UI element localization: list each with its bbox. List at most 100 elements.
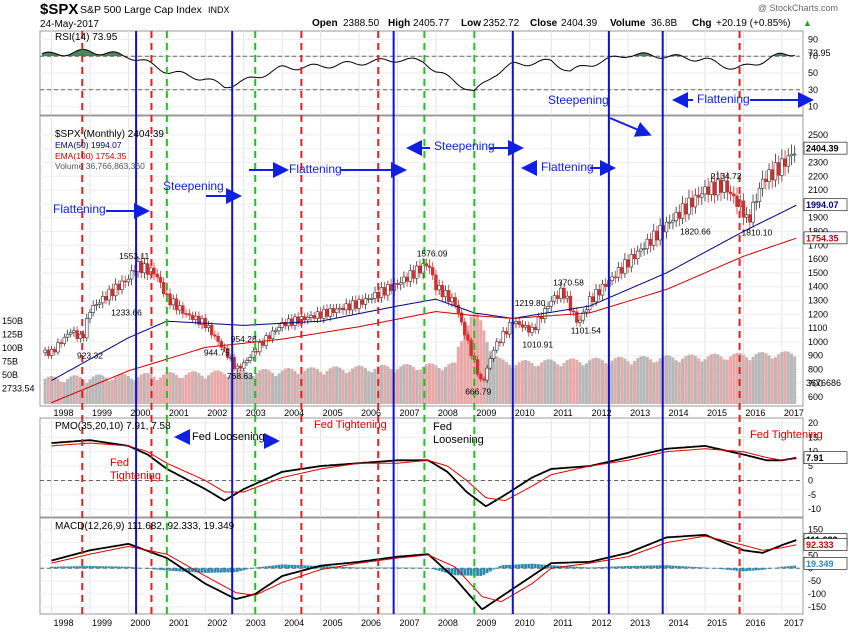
candle-body bbox=[595, 289, 598, 301]
macd-histogram-bar bbox=[521, 564, 524, 568]
candle-body bbox=[694, 195, 697, 207]
candle-body bbox=[758, 188, 761, 201]
volume-bar bbox=[354, 366, 357, 404]
candle-body bbox=[515, 321, 518, 323]
volume-bar bbox=[582, 365, 585, 404]
candle-body bbox=[156, 274, 159, 277]
x-tick-label: 2003 bbox=[246, 408, 266, 418]
macd-histogram-bar bbox=[262, 567, 265, 569]
macd-histogram-bar bbox=[505, 565, 508, 568]
x-tick-label: 2010 bbox=[515, 408, 535, 418]
candle-body bbox=[550, 301, 553, 306]
macd-histogram-bar bbox=[82, 566, 85, 568]
volume-bar bbox=[575, 360, 578, 404]
candle-body bbox=[210, 325, 213, 335]
volume-bar bbox=[380, 365, 383, 404]
candle-body bbox=[220, 341, 223, 347]
volume-bar bbox=[540, 362, 543, 404]
macd-title: MACD(12,26,9) 111.682, 92.333, 19.349 bbox=[55, 521, 235, 532]
volume-bar bbox=[121, 374, 124, 404]
candle-body bbox=[547, 306, 550, 308]
volume-bar bbox=[300, 374, 303, 404]
volume-bar bbox=[563, 363, 566, 404]
volume-bar bbox=[652, 362, 655, 404]
volume-bar bbox=[617, 357, 620, 404]
macd-histogram-bar bbox=[92, 566, 95, 568]
candle-body bbox=[726, 181, 729, 192]
macd-histogram-bar bbox=[700, 567, 703, 568]
volume-tick-label: 125B bbox=[2, 330, 23, 340]
volume-bar bbox=[268, 370, 271, 404]
macd-histogram-bar bbox=[675, 566, 678, 569]
volume-bar bbox=[386, 366, 389, 404]
volume-bar bbox=[127, 376, 130, 404]
macd-histogram-bar bbox=[412, 568, 415, 569]
candle-body bbox=[627, 260, 630, 267]
volume-bar bbox=[290, 369, 293, 404]
candle-body bbox=[175, 299, 178, 310]
macd-histogram-bar bbox=[467, 568, 470, 575]
candle-body bbox=[476, 360, 479, 375]
volume-bar bbox=[687, 355, 690, 404]
candle-body bbox=[585, 310, 588, 312]
candle-body bbox=[736, 196, 739, 207]
candle-body bbox=[492, 350, 495, 358]
macd-histogram-bar bbox=[585, 567, 588, 568]
volume-bar bbox=[124, 374, 127, 404]
volume-bar bbox=[281, 370, 284, 404]
candle-body bbox=[108, 289, 111, 300]
volume-bar bbox=[213, 371, 216, 404]
candle-body bbox=[169, 294, 172, 305]
macd-histogram-bar bbox=[220, 568, 223, 572]
candle-body bbox=[688, 198, 691, 214]
rsi-title: RSI(14) 73.95 bbox=[55, 32, 118, 43]
y-tick-label: 1900 bbox=[808, 213, 828, 223]
macd-histogram-bar bbox=[169, 568, 172, 571]
macd-histogram-bar bbox=[217, 568, 220, 572]
macd-histogram-bar bbox=[508, 565, 511, 569]
candle-body bbox=[704, 187, 707, 194]
volume-bar bbox=[547, 359, 550, 404]
volume-bar bbox=[428, 363, 431, 404]
candle-body bbox=[294, 317, 297, 326]
candle-body bbox=[306, 317, 309, 319]
candle-body bbox=[310, 316, 313, 318]
candle-body bbox=[172, 299, 175, 305]
volume-bar bbox=[287, 368, 290, 404]
macd-histogram-bar bbox=[124, 567, 127, 569]
candle-body bbox=[755, 202, 758, 203]
candle-body bbox=[217, 336, 220, 341]
macd-histogram-bar bbox=[640, 566, 643, 569]
volume-bar bbox=[418, 370, 421, 404]
candle-body bbox=[620, 267, 623, 273]
macd-histogram-bar bbox=[402, 568, 405, 569]
candle-body bbox=[332, 308, 335, 312]
candle-body bbox=[95, 305, 98, 306]
volume-bar bbox=[780, 352, 783, 404]
candle-body bbox=[124, 281, 127, 282]
volume-bar bbox=[713, 354, 716, 404]
price-point-label: 1233.66 bbox=[111, 308, 142, 318]
candle-body bbox=[188, 314, 191, 315]
candle-body bbox=[486, 368, 489, 380]
volume-bar bbox=[329, 368, 332, 404]
candle-body bbox=[784, 159, 787, 167]
candle-body bbox=[761, 179, 764, 188]
price-point-label: 768.63 bbox=[227, 371, 253, 381]
macd-histogram-bar bbox=[668, 565, 671, 568]
y-tick-label: 150 bbox=[808, 525, 823, 535]
macd-histogram-bar bbox=[377, 568, 380, 569]
volume-bar bbox=[60, 382, 63, 404]
annotation-label: Fed Loosening bbox=[192, 431, 265, 443]
volume-bar bbox=[588, 360, 591, 404]
volume-bar bbox=[636, 358, 639, 404]
candle-body bbox=[467, 335, 470, 340]
candle-body bbox=[194, 316, 197, 319]
candle-body bbox=[380, 287, 383, 297]
close-value: 2404.39 bbox=[561, 18, 598, 29]
macd-histogram-bar bbox=[265, 566, 268, 568]
candle-body bbox=[418, 266, 421, 273]
candle-body bbox=[114, 284, 117, 296]
macd-histogram-bar bbox=[537, 564, 540, 568]
